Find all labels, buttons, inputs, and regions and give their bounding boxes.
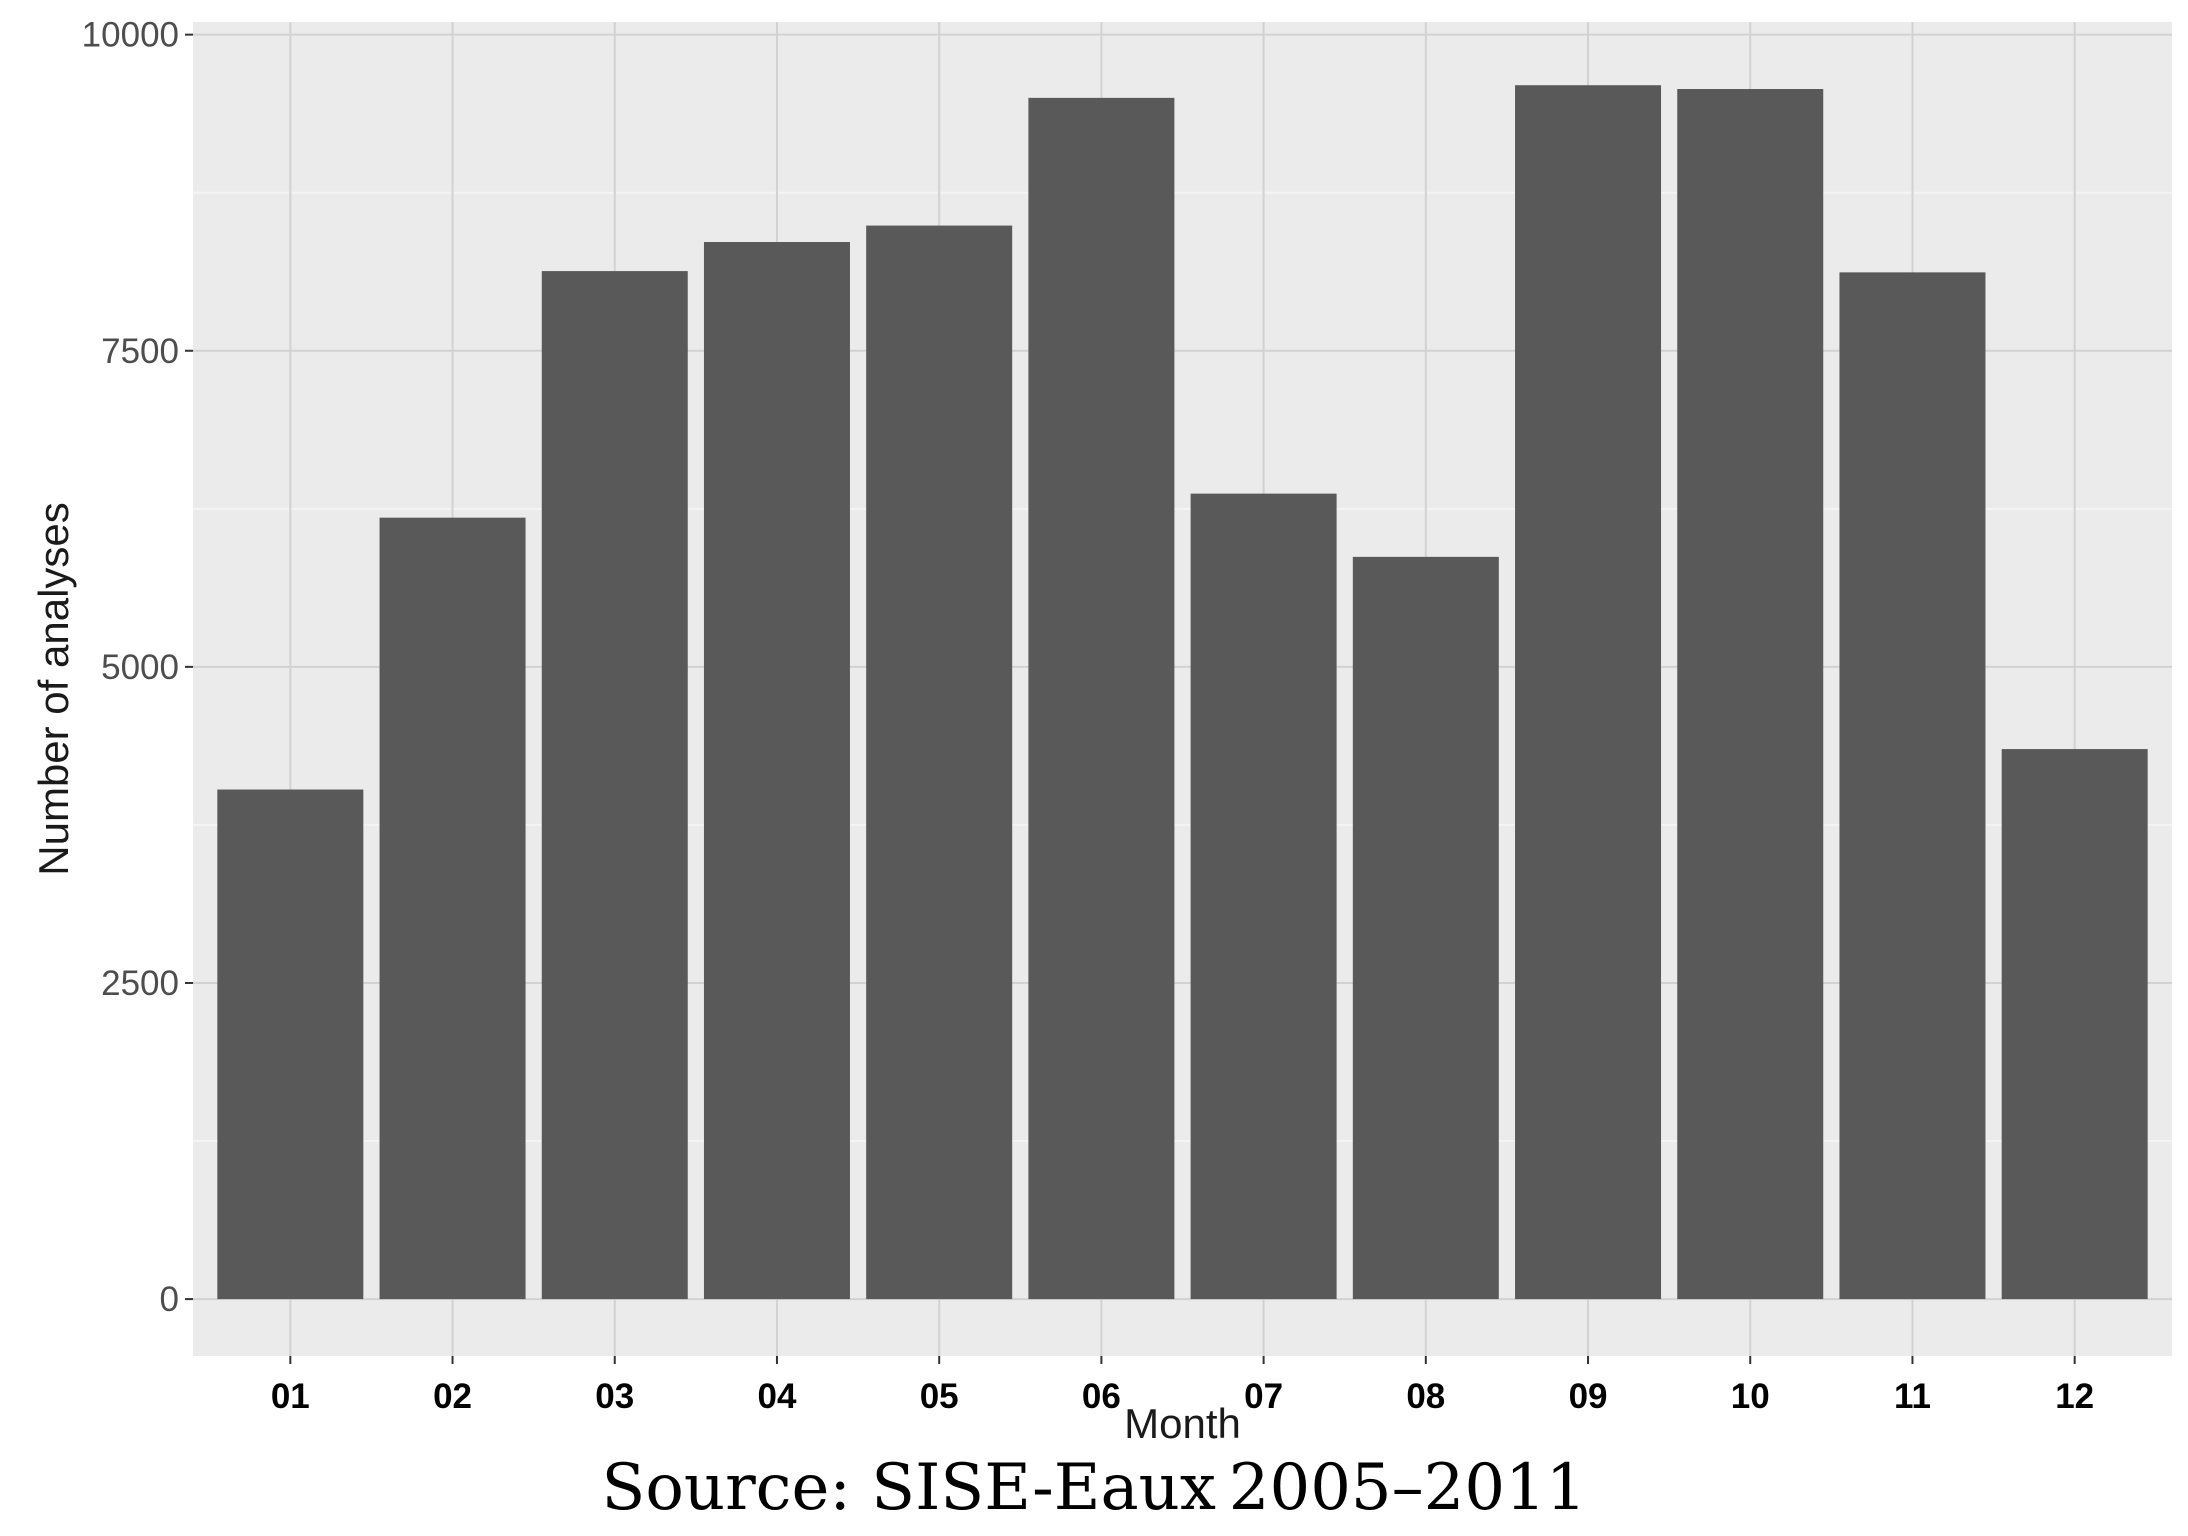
bar-09 xyxy=(1515,85,1662,1300)
x-tick-label: 02 xyxy=(433,1377,472,1416)
bar-05 xyxy=(866,225,1013,1300)
y-tick-label: 5000 xyxy=(101,648,179,687)
source-caption: Source: SISE-Eaux 2005–2011 xyxy=(601,1451,1587,1525)
bar-01 xyxy=(217,789,364,1300)
x-tick-label: 03 xyxy=(595,1377,634,1416)
y-tick-label: 2500 xyxy=(101,964,179,1003)
bar-11 xyxy=(1839,272,1986,1300)
y-tick-label: 10000 xyxy=(82,16,179,55)
bar-06 xyxy=(1028,97,1175,1300)
bar-03 xyxy=(541,271,688,1300)
bar-04 xyxy=(703,242,850,1300)
x-axis-ticks: 01 02 03 04 05 06 07 08 09 10 11 12 xyxy=(271,1356,2094,1416)
y-tick-label: 7500 xyxy=(101,332,179,371)
x-tick-label: 01 xyxy=(271,1377,310,1416)
bar-chart: 0 2500 5000 7500 10000 01 02 03 04 05 06 07 08 09 10 1… xyxy=(30,16,2172,1440)
y-axis-title: Number of analyses xyxy=(30,502,77,876)
x-tick-label: 07 xyxy=(1244,1377,1283,1416)
bars xyxy=(217,85,2148,1300)
x-tick-label: 05 xyxy=(920,1377,959,1416)
x-tick-label: 10 xyxy=(1731,1377,1770,1416)
y-axis-ticks: 0 2500 5000 7500 10000 xyxy=(82,16,193,1319)
x-tick-label: 04 xyxy=(757,1377,796,1416)
bar-02 xyxy=(379,517,526,1300)
y-tick-label: 0 xyxy=(160,1280,179,1319)
x-tick-label: 11 xyxy=(1894,1377,1931,1416)
x-tick-label: 12 xyxy=(2055,1377,2094,1416)
bar-10 xyxy=(1677,89,1824,1300)
x-axis-title: Month xyxy=(1124,1400,1241,1440)
bar-07 xyxy=(1190,493,1337,1300)
x-tick-label: 06 xyxy=(1082,1377,1121,1416)
bar-08 xyxy=(1352,556,1499,1300)
x-tick-label: 08 xyxy=(1406,1377,1445,1416)
x-tick-label: 09 xyxy=(1569,1377,1608,1416)
bar-12 xyxy=(2001,749,2148,1300)
